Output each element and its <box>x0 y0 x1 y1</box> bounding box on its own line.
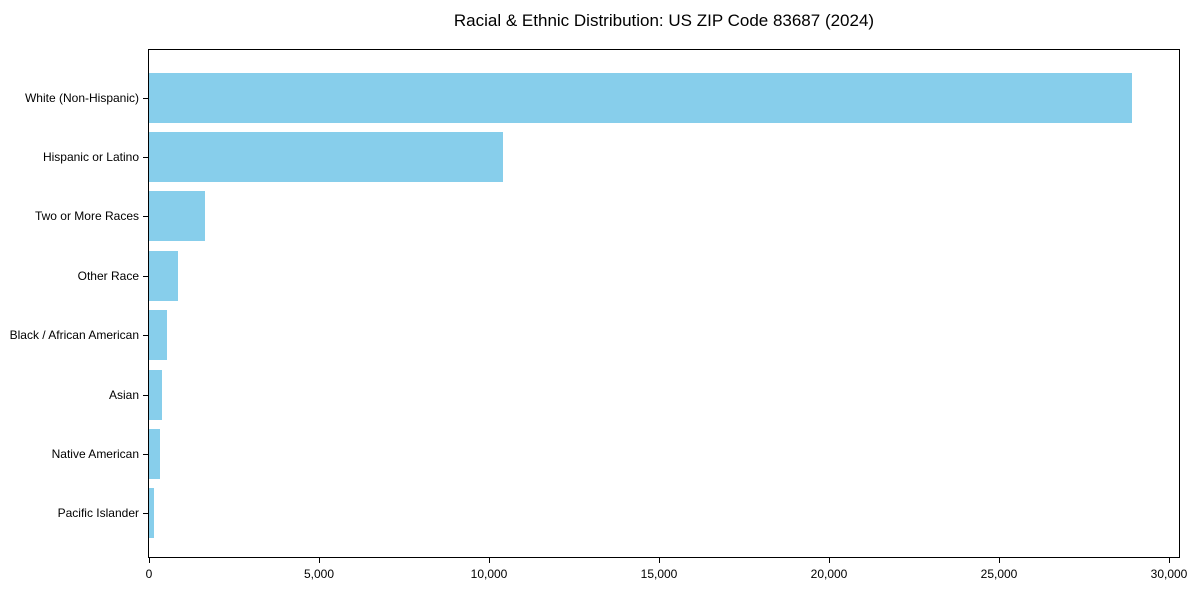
category-label: Black / African American <box>9 328 139 343</box>
x-tick-mark <box>829 558 830 563</box>
y-tick-mark <box>143 453 148 455</box>
x-tick-label: 0 <box>145 567 153 581</box>
x-tick-mark <box>999 558 1000 563</box>
category-label: Native American <box>51 446 139 461</box>
x-tick-label: 25,000 <box>980 567 1018 581</box>
category-row: Two or More Races <box>35 187 1179 246</box>
bar <box>149 250 178 301</box>
bar <box>149 488 155 539</box>
bar <box>149 191 206 242</box>
x-tick-mark <box>319 558 320 563</box>
x-tick-mark <box>659 558 660 563</box>
x-tick-label: 10,000 <box>470 567 508 581</box>
category-label: White (Non-Hispanic) <box>24 90 139 105</box>
category-row: Hispanic or Latino <box>43 127 1179 186</box>
category-row: White (Non-Hispanic) <box>25 68 1179 127</box>
x-tick-label: 20,000 <box>810 567 848 581</box>
x-tick-mark <box>149 558 150 563</box>
x-tick-label: 30,000 <box>1150 567 1188 581</box>
y-tick-mark <box>143 97 148 99</box>
bar <box>149 428 160 479</box>
category-label: Other Race <box>77 268 139 283</box>
bar <box>149 72 1132 123</box>
x-tick-label: 5,000 <box>303 567 335 581</box>
category-label: Two or More Races <box>34 209 139 224</box>
x-tick-label: 15,000 <box>640 567 678 581</box>
bar <box>149 310 167 361</box>
chart-title: Racial & Ethnic Distribution: US ZIP Cod… <box>453 11 875 30</box>
bar <box>149 369 162 420</box>
category-row: Black / African American <box>10 306 1179 365</box>
y-tick-mark <box>143 216 148 218</box>
x-tick-mark <box>489 558 490 563</box>
bars-container: White (Non-Hispanic) Hispanic or Latino Tw… <box>10 68 1179 543</box>
category-row: Pacific Islander <box>58 484 1179 543</box>
y-tick-mark <box>143 513 148 515</box>
x-tick-mark <box>1169 558 1170 563</box>
y-tick-mark <box>143 335 148 337</box>
category-row: Native American <box>52 424 1179 483</box>
category-label: Hispanic or Latino <box>42 150 139 165</box>
category-row: Asian <box>109 365 1179 424</box>
bar <box>149 132 503 183</box>
y-tick-mark <box>143 275 148 277</box>
plot-area: White (Non-Hispanic) Hispanic or Latino Tw… <box>10 49 1187 581</box>
category-label: Asian <box>108 387 139 402</box>
y-tick-mark <box>143 157 148 159</box>
category-label: Pacific Islander <box>57 506 139 521</box>
category-row: Other Race <box>78 246 1179 305</box>
y-tick-mark <box>143 394 148 396</box>
